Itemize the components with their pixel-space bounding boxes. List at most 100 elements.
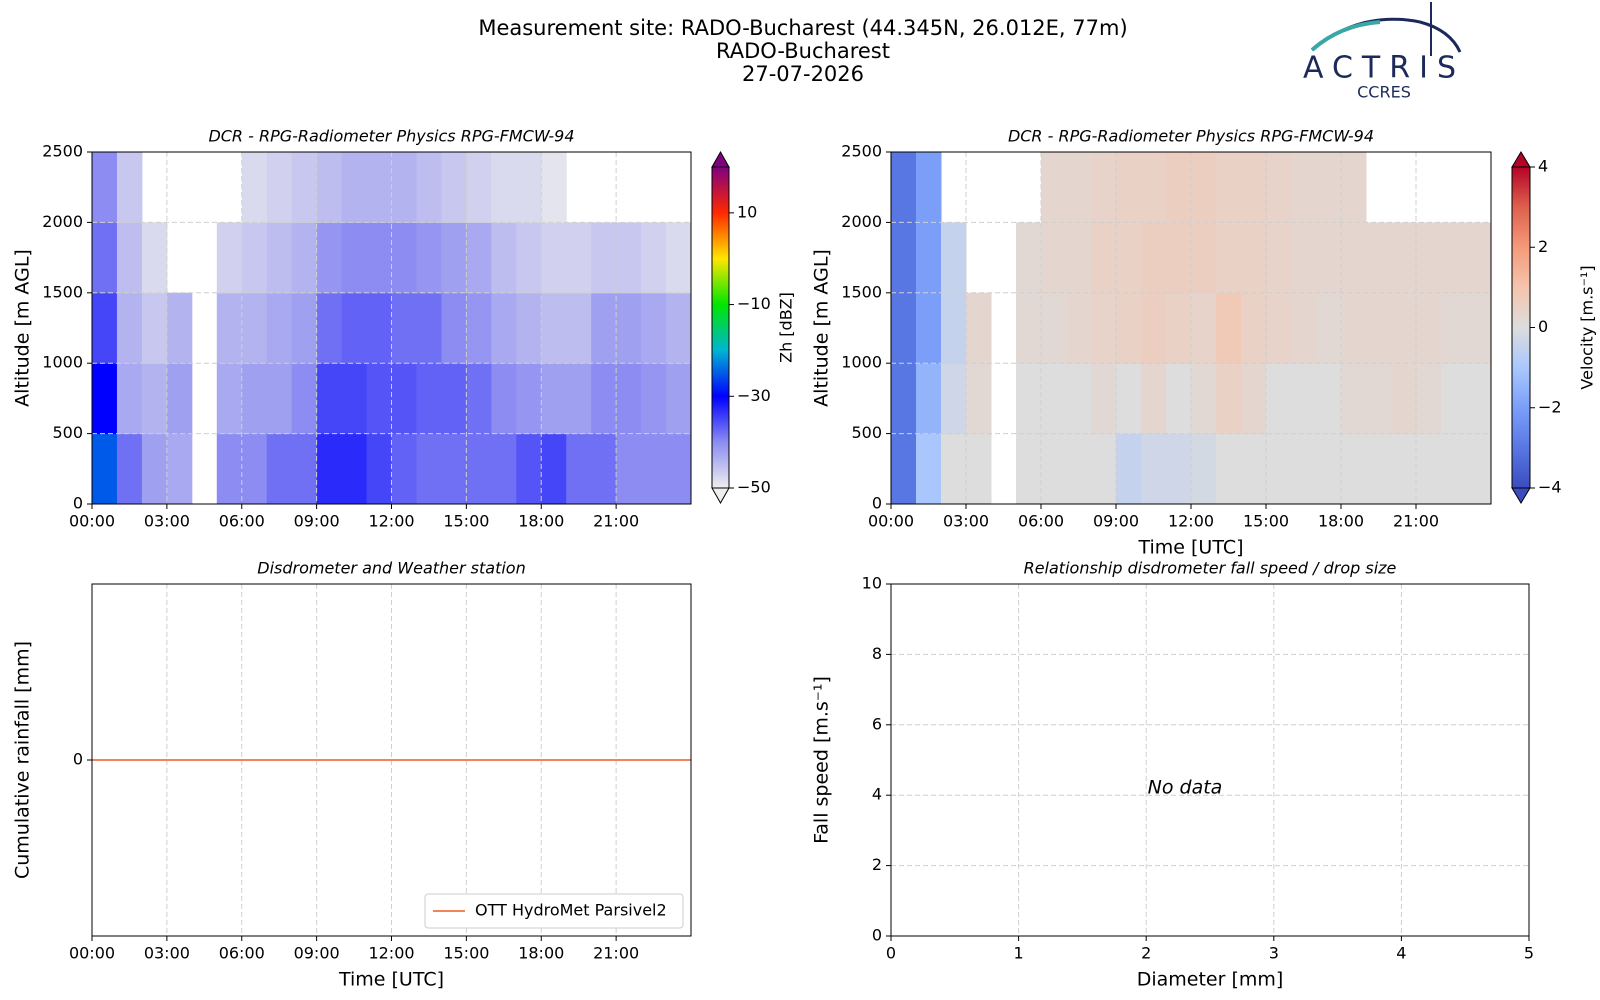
- y-tick-label: 0: [73, 494, 83, 513]
- header-title: Measurement site: RADO-Bucharest (44.345…: [478, 16, 1127, 40]
- heatmap-cell: [491, 292, 517, 364]
- heatmap-cell: [466, 152, 492, 223]
- heatmap-cell: [1141, 363, 1167, 435]
- heatmap-cell: [516, 222, 542, 294]
- heatmap-cell: [1216, 152, 1242, 223]
- heatmap-cell: [1466, 292, 1492, 364]
- heatmap-cell: [1216, 363, 1242, 435]
- axes-frame: [890, 583, 1530, 937]
- heatmap-cell: [1191, 222, 1217, 294]
- heatmap-cell: [1266, 433, 1292, 505]
- heatmap-cell: [1316, 363, 1342, 435]
- heatmap-cell: [1416, 433, 1442, 505]
- heatmap-cell: [341, 292, 368, 364]
- heatmap-cell: [1341, 152, 1367, 223]
- heatmap-cell: [141, 292, 168, 364]
- heatmap-cell: [1466, 222, 1492, 294]
- heatmap-cell: [216, 292, 243, 364]
- heatmap-cell: [391, 152, 417, 223]
- y-tick-label: 0: [872, 926, 882, 945]
- heatmap-cell: [341, 433, 368, 505]
- logo-arc: [1310, 20, 1381, 52]
- heatmap-cell: [1241, 363, 1267, 435]
- heatmap-cell: [166, 363, 193, 435]
- panel: 00:00 03:00 06:00 09:00 12:00 15:00 18:00 21:00…: [811, 127, 1597, 559]
- heatmap-cell: [1441, 292, 1467, 364]
- heatmap-cell: [366, 152, 392, 223]
- heatmap-cell: [241, 292, 268, 364]
- heatmap-cell: [1341, 292, 1367, 364]
- colorbar-tick-label: −30: [737, 386, 771, 405]
- heatmap-cell: [1166, 292, 1192, 364]
- heatmap-cell: [1291, 433, 1317, 505]
- heatmap-cell: [591, 363, 617, 435]
- heatmap-cell: [316, 152, 343, 223]
- heatmap-cell: [591, 433, 617, 505]
- heatmap-cell: [341, 363, 368, 435]
- heatmap-cell: [1091, 222, 1117, 294]
- heatmap-cell: [1066, 292, 1092, 364]
- heatmap-cell: [1266, 152, 1292, 223]
- panel: 00:00 03:00 06:00 09:00 12:00 15:00 18:00 21:00…: [12, 559, 692, 991]
- heatmap-cell: [1241, 152, 1267, 223]
- y-tick-label: 2000: [841, 212, 882, 231]
- heatmap-cell: [1166, 222, 1192, 294]
- y-tick-label: 2000: [42, 212, 83, 231]
- y-tick-label: 500: [851, 423, 882, 442]
- heatmap-cell: [891, 292, 917, 364]
- heatmap-cell: [566, 363, 592, 435]
- heatmap-cell: [891, 222, 917, 294]
- heatmap-cell: [216, 222, 243, 294]
- x-tick-label: 21:00: [593, 944, 639, 963]
- x-tick-label: 18:00: [518, 944, 564, 963]
- x-tick-label: 21:00: [593, 512, 639, 531]
- heatmap-cell: [1016, 363, 1042, 435]
- heatmap-cell: [1016, 433, 1042, 505]
- y-tick-label: 500: [52, 423, 83, 442]
- x-tick-label: 06:00: [219, 512, 265, 531]
- heatmap-cell: [1466, 433, 1492, 505]
- heatmap-cell: [1466, 363, 1492, 435]
- heatmap-cell: [116, 363, 143, 435]
- heatmap-cell: [316, 292, 343, 364]
- heatmap-cell: [1266, 292, 1292, 364]
- y-axis-label: Fall speed [m.s⁻¹]: [811, 676, 833, 844]
- heatmap-cell: [516, 433, 542, 505]
- heatmap-cell: [1116, 363, 1142, 435]
- x-tick-label: 0: [886, 944, 896, 963]
- heatmap-cell: [1041, 433, 1067, 505]
- heatmap-cell: [366, 363, 392, 435]
- y-tick-label: 0: [872, 494, 882, 513]
- heatmap-cell: [966, 433, 992, 505]
- heatmap-cell: [1366, 433, 1392, 505]
- x-tick-label: 2: [1141, 944, 1151, 963]
- heatmap-cell: [916, 433, 942, 505]
- heatmap-cell: [891, 433, 917, 505]
- heatmap-cell: [416, 222, 442, 294]
- heatmap-cell: [1116, 222, 1142, 294]
- colorbar-tick-label: 0: [1538, 317, 1548, 336]
- x-tick-label: 15:00: [1243, 512, 1289, 531]
- heatmap-cell: [92, 292, 118, 364]
- heatmap-cell: [666, 222, 692, 294]
- heatmap-cell: [516, 152, 542, 223]
- heatmap-cell: [916, 363, 942, 435]
- y-axis-label: Cumulative rainfall [mm]: [12, 641, 34, 879]
- heatmap-cell: [491, 433, 517, 505]
- y-tick-label: 10: [862, 574, 882, 593]
- heatmap-cell: [266, 292, 293, 364]
- heatmap-cell: [491, 222, 517, 294]
- x-axis-label: Time [UTC]: [1137, 537, 1243, 559]
- heatmap-cell: [266, 433, 293, 505]
- heatmap-cell: [541, 222, 567, 294]
- heatmap-cell: [316, 433, 343, 505]
- heatmap-cell: [1391, 222, 1417, 294]
- heatmap-cell: [291, 433, 318, 505]
- heatmap-cell: [1391, 363, 1417, 435]
- heatmap-cell: [1091, 363, 1117, 435]
- x-tick-label: 00:00: [868, 512, 914, 531]
- heatmap-cell: [1116, 433, 1142, 505]
- colorbar-frame: [711, 166, 730, 489]
- heatmap-cell: [92, 222, 118, 294]
